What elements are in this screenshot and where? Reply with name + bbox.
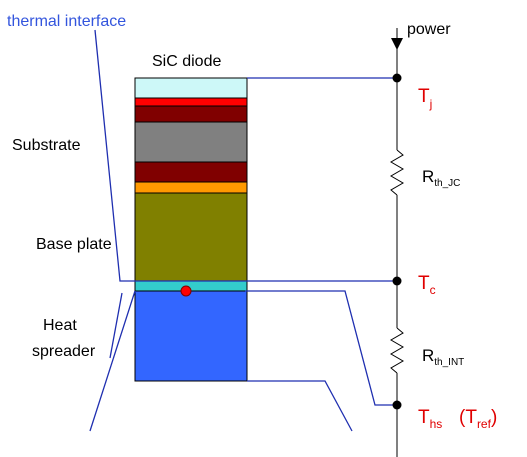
- copper-layer-bottom: [134, 161, 248, 183]
- resistor-rth-int: [390, 327, 404, 374]
- spreader-right-leader: [247, 380, 353, 432]
- substrate-label: Substrate: [12, 137, 81, 154]
- thermal-interface-leader: [94, 29, 397, 282]
- layer-stack: [134, 77, 248, 382]
- base-plate-layer: [134, 192, 248, 282]
- ceramic-layer: [134, 121, 248, 163]
- resistor-rth-jc: [390, 149, 404, 196]
- ths-connector: [245, 290, 397, 406]
- heat-spreader-leader: [109, 292, 123, 359]
- reference-sensor-dot: [180, 285, 192, 297]
- spreader-left-leader: [89, 290, 136, 432]
- tj-node: [392, 73, 402, 83]
- power-label: power: [407, 21, 451, 38]
- thermal-interface-label: thermal interface: [7, 13, 126, 30]
- metal-layer-top: [134, 97, 248, 107]
- copper-layer-top: [134, 105, 248, 123]
- connection-lines: [89, 29, 397, 432]
- sic-diode-layer: [134, 77, 248, 99]
- spreader-label: spreader: [32, 343, 96, 360]
- base-plate-label: Base plate: [36, 236, 112, 253]
- rth-int-label: Rth_INT: [422, 346, 464, 368]
- sic-diode-label: SiC diode: [152, 53, 221, 70]
- tref-label: (Tref): [459, 407, 497, 431]
- ths-label: Ths: [418, 407, 442, 431]
- thermal-chain: [390, 28, 404, 457]
- tj-label: Tj: [418, 86, 432, 111]
- rth-jc-label: Rth_JC: [422, 167, 460, 189]
- tc-label: Tc: [418, 273, 436, 297]
- ths-node: [392, 400, 402, 410]
- tc-node: [392, 276, 402, 286]
- solder-layer: [134, 181, 248, 194]
- power-arrow-icon: [391, 38, 403, 50]
- heat-spreader-layer: [134, 290, 248, 382]
- heat-label: Heat: [43, 317, 77, 334]
